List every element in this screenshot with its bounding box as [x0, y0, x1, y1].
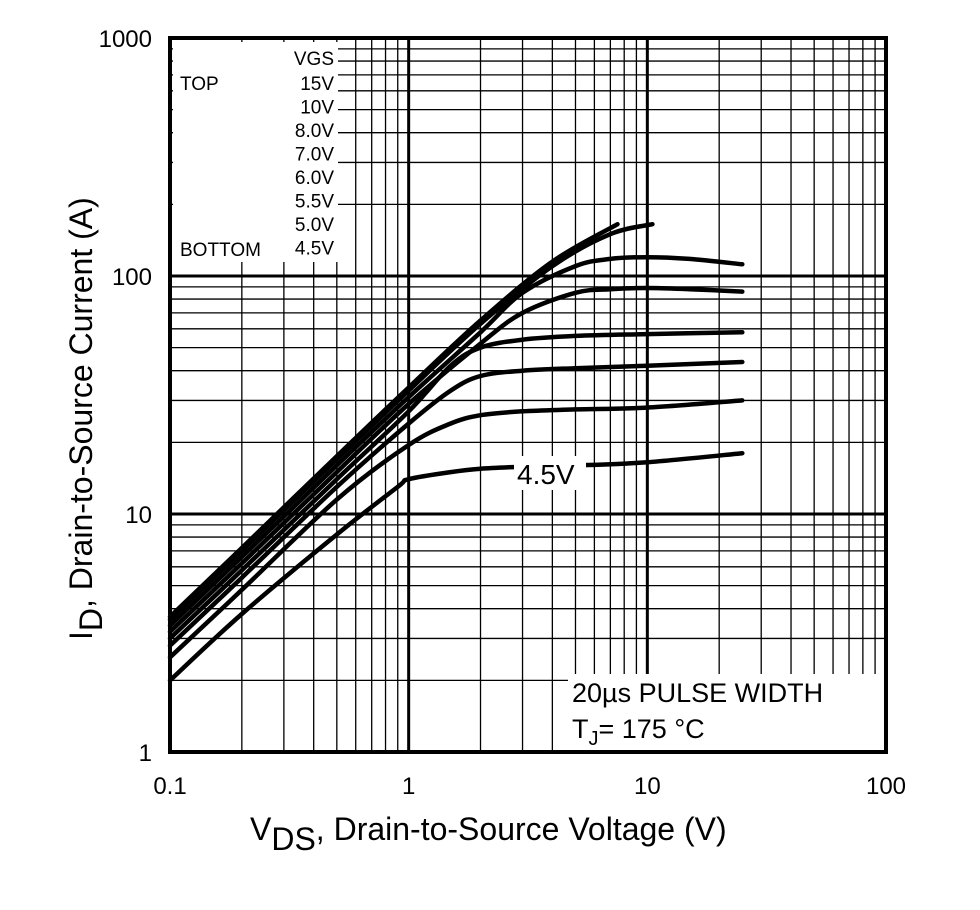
- annotation-pulse-width: 20µs PULSE WIDTH: [572, 678, 823, 708]
- legend-entry: 7.0V: [295, 145, 334, 166]
- y-tick-label: 1000: [99, 26, 152, 53]
- series-line-8-0v: [167, 254, 745, 628]
- y-tick-labels: 1 10 100 1000: [99, 26, 152, 767]
- y-axis-title: ID, Drain-to-Source Current (A): [63, 197, 109, 640]
- y-tick-label: 10: [125, 502, 152, 529]
- curve-label-background: [514, 456, 586, 490]
- x-axis-title: VDS, Drain-to-Source Voltage (V): [250, 811, 727, 857]
- legend-background: [173, 42, 338, 262]
- annotation-background: [568, 674, 886, 750]
- legend-entry: 10V: [300, 98, 334, 119]
- x-tick-label: 100: [866, 773, 906, 800]
- legend-header: VGS: [294, 49, 334, 70]
- x-tick-label: 1: [402, 773, 415, 800]
- y-tick-label: 100: [112, 264, 152, 291]
- legend-entry: 5.5V: [295, 192, 334, 213]
- plot-frame: [168, 36, 888, 754]
- series-group: [167, 221, 745, 683]
- series-line-7-0v: [167, 285, 745, 635]
- x-tick-labels: 0.1 1 10 100: [153, 773, 906, 800]
- series-line-10v: [167, 221, 655, 622]
- legend-entry: 4.5V: [295, 239, 334, 260]
- legend-entry: 8.0V: [295, 121, 334, 142]
- legend-entry: 6.0V: [295, 168, 334, 189]
- legend-bottom-label: BOTTOM: [180, 240, 261, 261]
- legend-entry: 5.0V: [295, 215, 334, 236]
- series-line-5-5v: [167, 359, 745, 648]
- curve-label-4-5v: 4.5V: [517, 459, 575, 490]
- series-line-5-0v: [167, 398, 745, 660]
- x-tick-label: 0.1: [153, 773, 186, 800]
- legend-top-label: TOP: [180, 74, 219, 95]
- y-tick-label: 1: [139, 740, 152, 767]
- series-line-6-0v: [167, 330, 745, 641]
- series-line-4-5v: [167, 450, 745, 683]
- annotation-junction-temp: TJ= 175 °C: [572, 714, 705, 750]
- x-tick-label: 10: [634, 773, 661, 800]
- legend-entry: 15V: [300, 74, 334, 95]
